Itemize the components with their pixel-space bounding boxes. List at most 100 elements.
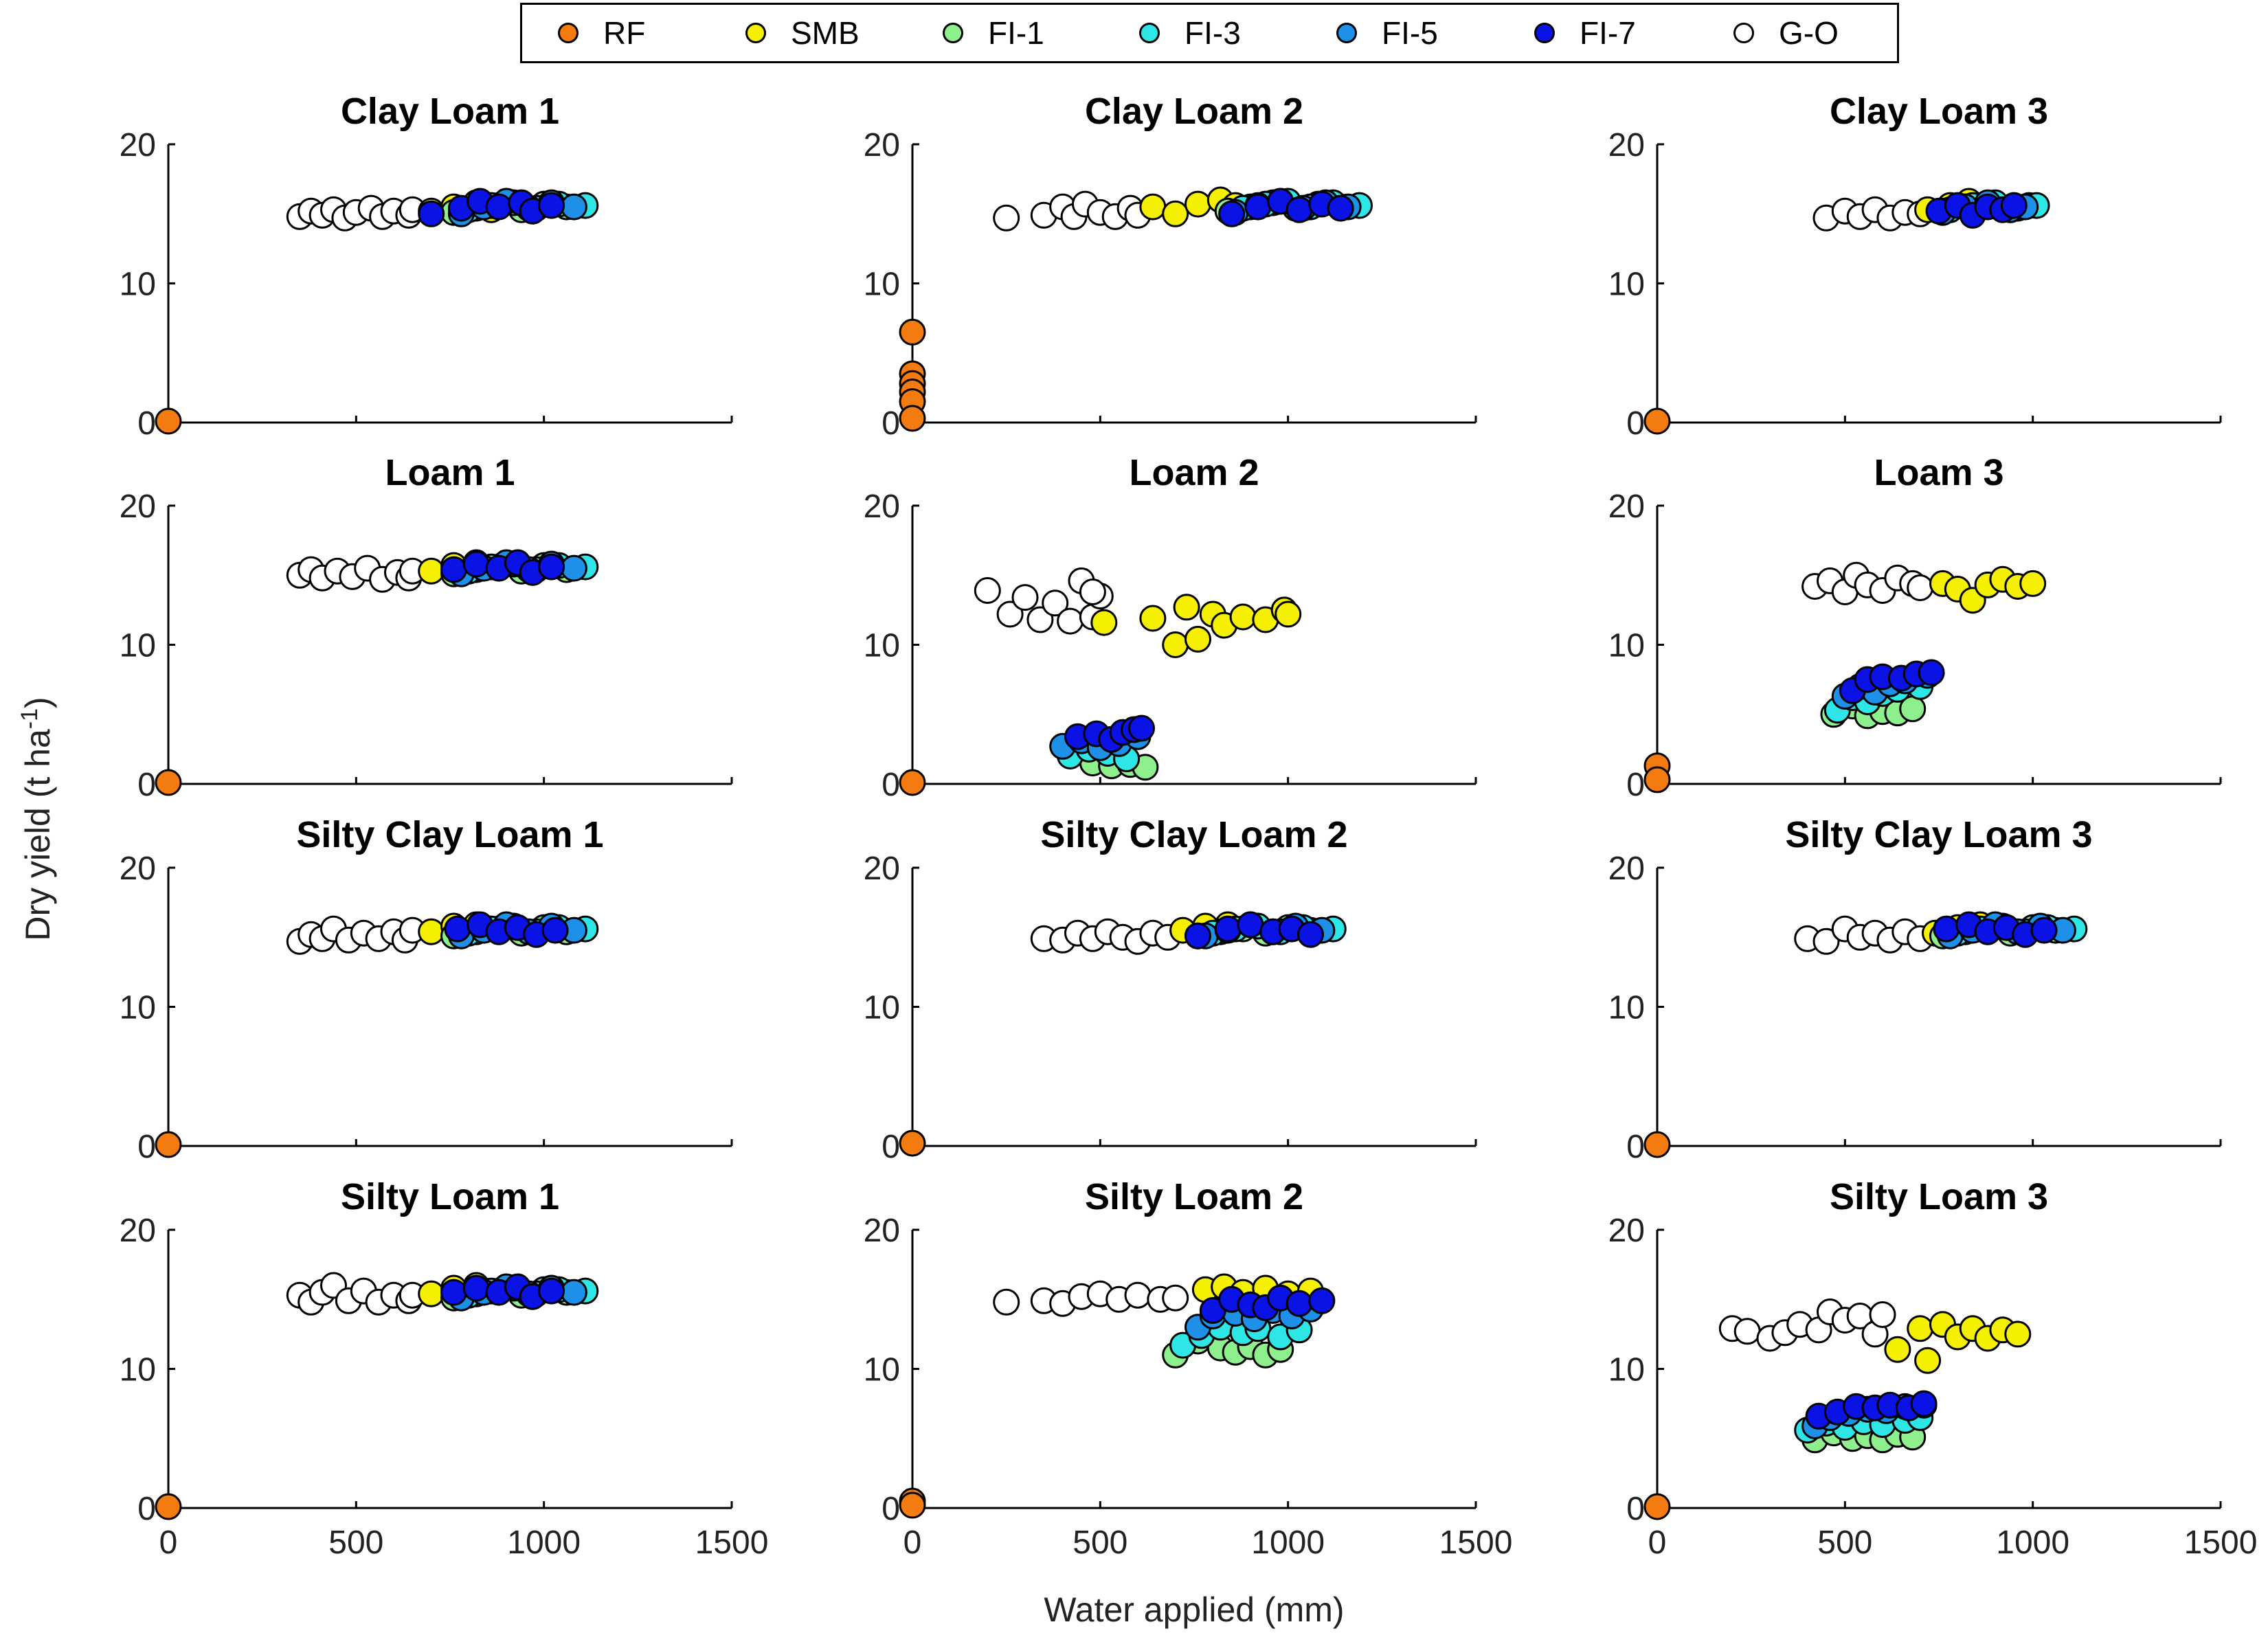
x-tick-label: 0 [903,1525,922,1561]
y-tick-label: 20 [864,851,900,887]
point-g-o [993,204,1020,232]
y-tick-label: 0 [882,767,900,803]
point-rf [155,407,182,435]
y-tick-label: 10 [864,628,900,664]
panel-silty-loam-2: Silty Loam 2 0 10 20 0 500 1000 1500 [864,1176,1513,1561]
panel-title: Loam 1 [385,452,515,493]
legend-item-g-o: G-O [1733,5,1839,61]
y-tick-label: 10 [120,628,156,664]
point-rf [899,1492,926,1519]
point-g-o [1057,607,1084,635]
x-tick-label: 500 [1073,1525,1127,1561]
y-tick-label: 20 [120,851,156,887]
panel-title: Loam 3 [1874,452,2003,493]
point-fi-7 [444,915,471,943]
point-g-o [1907,574,1934,601]
point-smb [1139,193,1167,221]
point-rf [155,769,182,796]
legend-label-fi-5: FI-5 [1382,15,1438,51]
y-tick-label: 20 [864,488,900,525]
point-smb [2019,570,2047,597]
point-fi-7 [1184,922,1211,949]
y-tick-label: 10 [120,267,156,303]
point-rf [899,769,926,796]
panel-title: Silty Clay Loam 1 [296,814,603,855]
point-g-o [1812,927,1840,955]
point-fi-7 [1285,196,1313,223]
point-fi-7 [1327,194,1354,222]
legend-label-g-o: G-O [1779,15,1839,51]
legend-marker-g-o [1733,23,1754,43]
point-rf [899,405,926,432]
point-rf [899,318,926,346]
y-tick-label: 20 [864,127,900,164]
y-tick-label: 10 [864,990,900,1026]
y-axis-label-text: Dry yield (t ha [19,729,57,941]
point-fi-7 [418,200,445,227]
point-smb [418,918,445,945]
point-g-o [1079,578,1106,605]
point-smb [418,1280,445,1307]
point-smb [1184,625,1211,653]
point-fi-7 [1285,1290,1313,1317]
y-tick-label: 0 [1626,405,1645,442]
point-fi-7 [2000,192,2028,219]
point-rf [1643,1131,1671,1158]
y-tick-label: 0 [882,1491,900,1527]
panel-title: Silty Loam 3 [1830,1176,2048,1217]
panel-title: Clay Loam 1 [341,91,559,132]
point-fi-7 [1237,911,1264,938]
point-g-o [1011,584,1039,611]
legend-label-fi-3: FI-3 [1184,15,1241,51]
legend-item-fi-7: FI-7 [1534,5,1636,61]
y-tick-label: 20 [120,1213,156,1249]
legend: RF SMB FI-1 FI-3 FI-5 FI-7 G-O [520,3,1899,63]
legend-label-fi-7: FI-7 [1580,15,1636,51]
legend-marker-fi-7 [1534,23,1555,43]
y-tick-label: 10 [120,990,156,1026]
point-smb [1162,631,1189,658]
y-tick-label: 0 [137,1491,156,1527]
point-smb [1184,190,1211,218]
point-g-o [1733,1318,1761,1345]
panel-title: Clay Loam 3 [1830,91,2048,132]
point-rf [155,1131,182,1158]
point-rf [1643,1493,1671,1520]
y-tick-label: 20 [1608,488,1645,525]
panel-title: Loam 2 [1129,452,1259,493]
point-fi-5 [560,554,587,582]
panel-title: Silty Clay Loam 2 [1040,814,1347,855]
x-tick-label: 500 [328,1525,383,1561]
point-fi-7 [1308,1287,1336,1314]
point-fi-7 [462,550,490,578]
panel-clay-loam-1: Clay Loam 1 0 10 20 [120,91,733,442]
point-rf [1643,766,1671,794]
point-fi-7 [440,1279,467,1306]
panel-clay-loam-3: Clay Loam 3 0 10 20 [1608,91,2222,442]
point-smb [1090,609,1118,636]
point-fi-7 [462,1274,490,1302]
panel-silty-clay-loam-1: Silty Clay Loam 1 0 10 20 [120,814,733,1165]
y-axis-label: Dry yield (t ha-1) [16,697,57,941]
x-tick-label: 1000 [1251,1525,1325,1561]
legend-item-smb: SMB [745,5,860,61]
point-rf [899,1129,926,1157]
y-tick-label: 10 [1608,267,1645,303]
point-smb [1907,1315,1934,1342]
point-smb [1914,1347,1942,1374]
point-fi-5 [560,1279,587,1306]
point-fi-7 [1910,1390,1938,1417]
point-g-o [993,1288,1020,1316]
point-fi-7 [1933,915,1960,943]
point-smb [1884,1336,1911,1363]
y-tick-label: 0 [1626,1129,1645,1165]
y-tick-label: 10 [864,267,900,303]
panel-title: Clay Loam 2 [1085,91,1303,132]
legend-marker-fi-1 [943,23,963,43]
point-fi-7 [1218,200,1246,227]
point-fi-7 [440,556,467,583]
y-tick-label: 0 [1626,1491,1645,1527]
y-tick-label: 10 [864,1352,900,1388]
point-smb [1139,605,1167,632]
